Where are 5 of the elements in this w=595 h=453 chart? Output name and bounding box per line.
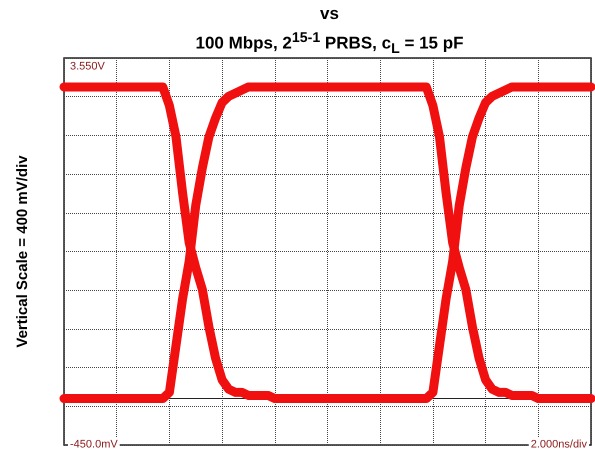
text: 2.000ns/div: [530, 438, 588, 450]
text: 3.550V: [70, 60, 106, 72]
chart-title: vs 100 Mbps, 2$^{15-1}$ PRBS, c$_{L}$ = 15 pF: [195, 4, 464, 58]
y-axis-title: Vertical Scale = 400 mV/div: [14, 154, 31, 348]
text: -450.0mV: [70, 438, 118, 450]
